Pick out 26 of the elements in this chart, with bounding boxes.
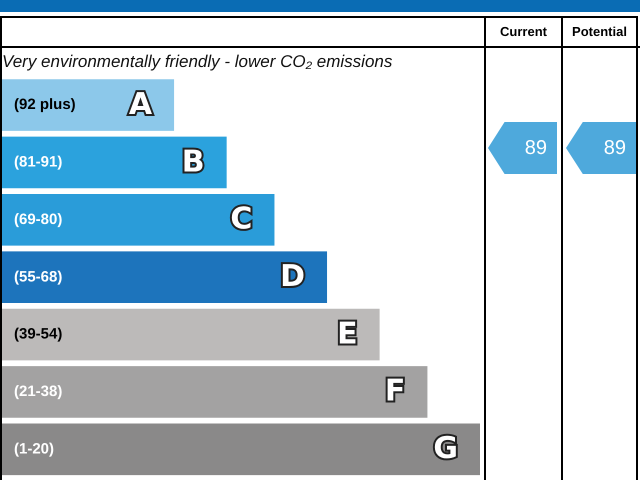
bar bbox=[2, 251, 328, 304]
annotation: A bbox=[128, 86, 153, 122]
bar bbox=[2, 423, 480, 476]
text: Potential bbox=[571, 23, 628, 41]
y-tick-label: (69-80) bbox=[14, 210, 62, 228]
y-tick-label: (81-91) bbox=[14, 154, 62, 171]
chart-subtitle: Very environmentally friendly - lower CO₂ emissions bbox=[2, 52, 393, 71]
bar bbox=[2, 194, 274, 246]
annotation: E bbox=[337, 316, 358, 352]
y-tick-label: (92 plus) bbox=[14, 96, 76, 114]
y-tick-label: (55-68) bbox=[14, 268, 62, 286]
text: Current bbox=[499, 23, 548, 41]
bar bbox=[2, 308, 380, 360]
bar bbox=[2, 79, 174, 131]
y-tick-label: (39-54) bbox=[14, 326, 62, 343]
annotation: C bbox=[230, 202, 252, 237]
pointer-tag: 89 bbox=[566, 122, 636, 174]
annotation: F bbox=[384, 374, 406, 409]
annotation: D bbox=[280, 258, 306, 294]
bar bbox=[2, 366, 428, 418]
y-tick-label: (1-20) bbox=[14, 440, 54, 458]
annotation: B bbox=[182, 144, 205, 180]
annotation: G bbox=[433, 431, 458, 466]
bar bbox=[2, 136, 227, 188]
pointer-tag: 89 bbox=[488, 122, 557, 174]
y-tick-label: (21-38) bbox=[14, 383, 62, 400]
